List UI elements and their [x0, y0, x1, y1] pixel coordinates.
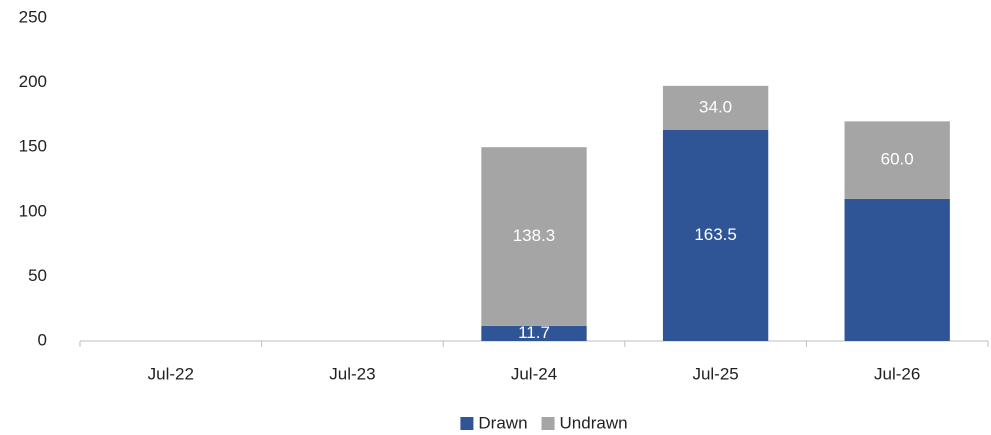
x-tick-label: Jul-26 [874, 364, 920, 383]
x-tick-label: Jul-24 [511, 364, 557, 383]
x-tick-label: Jul-23 [329, 364, 375, 383]
legend-label: Undrawn [560, 413, 628, 432]
y-tick-label: 100 [19, 201, 47, 220]
y-tick-label: 50 [28, 266, 47, 285]
legend-swatch [460, 417, 474, 430]
bar-segment [481, 325, 587, 341]
y-tick-label: 150 [19, 137, 47, 156]
data-label: 163.5 [694, 225, 737, 244]
y-tick-label: 0 [38, 330, 47, 349]
bar-segment [844, 121, 950, 199]
bar-segment [662, 85, 769, 130]
x-tick-label: Jul-22 [148, 364, 194, 383]
data-label: 138.3 [513, 226, 556, 245]
legend-swatch [541, 417, 555, 430]
x-tick-label: Jul-25 [692, 364, 738, 383]
bar-segment [662, 129, 769, 341]
bar-segment [481, 147, 587, 326]
y-tick-label: 200 [19, 72, 47, 91]
y-tick-label: 250 [19, 7, 47, 26]
data-label: 11.7 [518, 323, 550, 342]
data-label: 34.0 [699, 97, 732, 116]
bar-segment [844, 198, 950, 341]
data-label: 60.0 [881, 150, 914, 169]
legend-label: Drawn [478, 413, 527, 432]
